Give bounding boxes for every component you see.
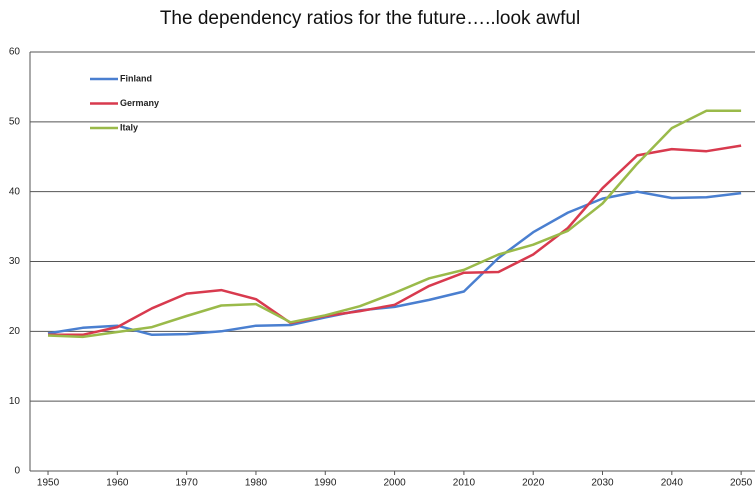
x-tick-label: 1980 [245, 478, 268, 489]
x-tick-label: 2020 [522, 478, 545, 489]
y-tick-label: 0 [14, 466, 20, 477]
x-tick-label: 2050 [730, 478, 753, 489]
y-tick-label: 30 [9, 256, 21, 267]
y-tick-label: 10 [9, 396, 21, 407]
x-tick-label: 2000 [383, 478, 406, 489]
legend-label: Italy [120, 122, 138, 132]
y-tick-label: 20 [9, 326, 21, 337]
x-tick-label: 2040 [661, 478, 684, 489]
legend-label: Finland [120, 73, 152, 83]
series-line [47, 109, 742, 339]
y-tick-label: 60 [9, 47, 21, 58]
series-line [47, 190, 742, 337]
chart-title: The dependency ratios for the future…..l… [160, 8, 580, 29]
series-line [48, 144, 742, 337]
x-tick-label: 1960 [106, 478, 129, 489]
legend-label: Germany [120, 98, 159, 108]
x-tick-label: 1970 [176, 478, 199, 489]
x-tick-label: 1990 [314, 478, 337, 489]
x-tick-label: 2030 [591, 478, 614, 489]
x-tick-label: 2010 [453, 478, 476, 489]
y-tick-label: 40 [9, 186, 21, 197]
y-tick-label: 50 [9, 116, 21, 127]
x-tick-label: 1950 [37, 478, 60, 489]
